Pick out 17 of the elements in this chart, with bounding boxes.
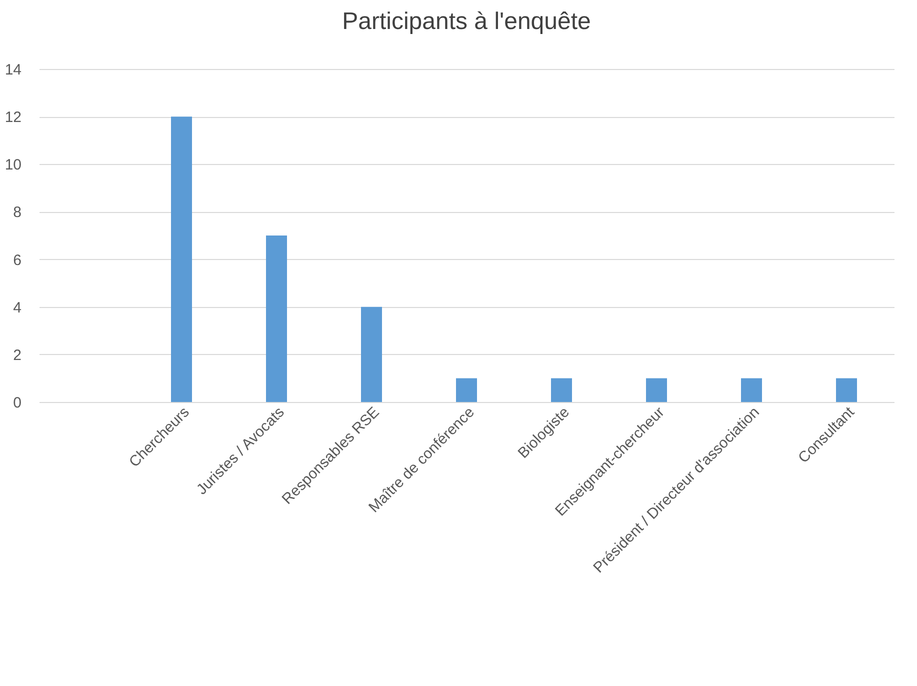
bar [836,378,857,402]
bar [646,378,667,402]
y-tick-label: 0 [13,394,22,412]
bar [171,116,192,402]
y-tick-label: 14 [4,62,22,78]
bar [551,378,572,402]
bar [266,236,287,402]
y-tick-label: 10 [4,156,22,174]
y-tick-label: 4 [13,299,22,316]
bar [741,378,762,402]
y-tick-label: 8 [13,204,22,222]
y-tick-label: 6 [13,252,22,269]
bar [456,378,477,402]
bar [361,306,382,402]
chart-title: Participants à l'enquête [342,8,591,35]
y-tick-label: 12 [4,109,22,126]
y-tick-label: 2 [13,346,22,364]
